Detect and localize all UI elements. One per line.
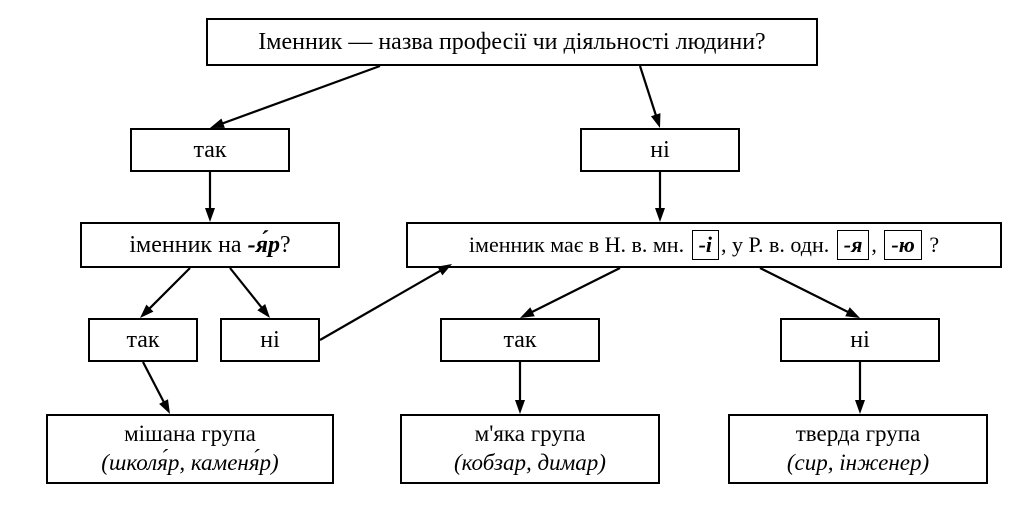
leaf-hard: тверда група (сир, інженер): [728, 414, 988, 484]
root-text: Іменник — назва професії чи діяльності л…: [258, 27, 765, 57]
cond-box-yu: -ю: [884, 230, 921, 260]
yar-question: іменник на -я́р?: [80, 222, 340, 268]
cond-mid1: , у Р. в. одн.: [721, 232, 829, 257]
no-1-text: ні: [650, 135, 670, 165]
yar-tail: ?: [280, 232, 291, 258]
leaf-hard-line1: тверда група: [796, 420, 921, 449]
no-3-text: ні: [850, 325, 870, 355]
yes-3-text: так: [503, 325, 536, 355]
yes-1-text: так: [193, 135, 226, 165]
yar-suffix: -я́р: [248, 232, 280, 258]
leaf-mixed-line2: (школя́р, каменя́р): [101, 449, 278, 478]
leaf-mixed-line1: мішана група: [124, 420, 256, 449]
root-question: Іменник — назва професії чи діяльності л…: [206, 18, 818, 66]
cond-box-i: -і: [692, 230, 719, 260]
leaf-mixed: мішана група (школя́р, каменя́р): [46, 414, 334, 484]
yes-2-text: так: [126, 325, 159, 355]
case-condition: іменник має в Н. в. мн. -і, у Р. в. одн.…: [406, 222, 1002, 268]
yes-2: так: [88, 318, 198, 362]
cond-tail: ?: [924, 232, 939, 257]
cond-box-ya: -я: [837, 230, 870, 260]
no-2-text: ні: [260, 325, 280, 355]
no-3: ні: [780, 318, 940, 362]
leaf-hard-line2: (сир, інженер): [787, 449, 929, 478]
yes-1: так: [130, 128, 290, 172]
no-2: ні: [220, 318, 320, 362]
yes-3: так: [440, 318, 600, 362]
leaf-soft-line2: (кобзар, димар): [454, 449, 606, 478]
leaf-soft-line1: м'яка група: [475, 420, 586, 449]
cond-mid2: ,: [871, 232, 882, 257]
leaf-soft: м'яка група (кобзар, димар): [400, 414, 660, 484]
yar-prefix: іменник на: [129, 232, 247, 258]
no-1: ні: [580, 128, 740, 172]
cond-prefix: іменник має в Н. в. мн.: [469, 232, 684, 257]
